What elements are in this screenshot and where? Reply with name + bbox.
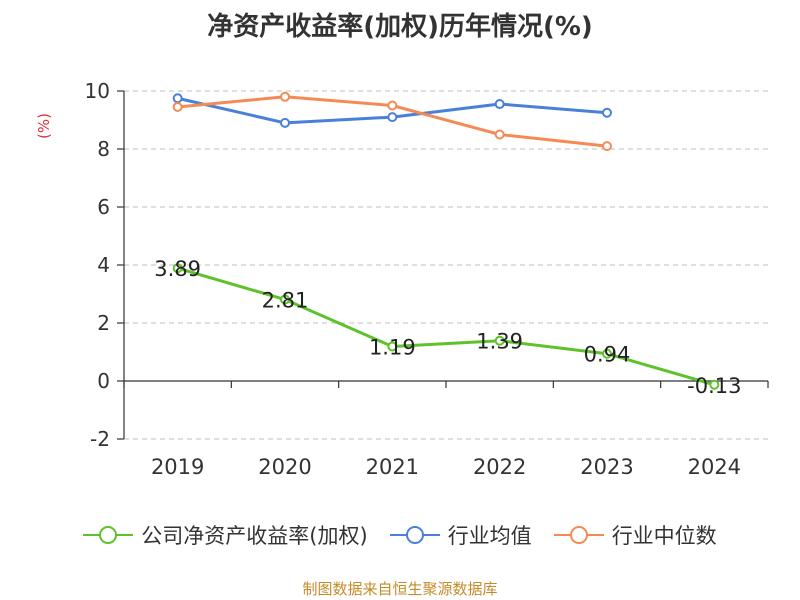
data-source-note: 制图数据来自恒生聚源数据库 — [302, 580, 498, 598]
legend-item: 公司净资产收益率(加权) — [83, 520, 368, 550]
series-line — [177, 266, 715, 387]
data-point — [709, 379, 720, 390]
y-tick-label: 10 — [85, 79, 110, 103]
data-label: 1.39 — [476, 330, 523, 354]
data-point — [494, 335, 505, 346]
data-point — [280, 117, 290, 128]
data-point — [602, 141, 612, 152]
x-tick-label: 2021 — [366, 455, 419, 479]
line-chart: -2 0 2 4 6 8 10 2019 2020 2021 2022 2023 2024 3.89 2.8… — [85, 79, 769, 479]
legend-label: 行业中位数 — [611, 524, 717, 548]
data-label: -0.13 — [687, 374, 741, 398]
data-point — [387, 341, 398, 352]
y-tick-label: 6 — [97, 195, 110, 219]
data-point — [172, 93, 183, 104]
y-tick-label: -2 — [90, 427, 110, 451]
data-point — [280, 294, 290, 305]
y-tick-label: 2 — [97, 311, 110, 335]
x-tick-label: 2024 — [688, 455, 741, 479]
chart-title: 净资产收益率(加权)历年情况(%) — [207, 12, 593, 42]
data-point — [494, 129, 505, 140]
data-label: 0.94 — [584, 343, 631, 367]
data-point — [280, 91, 290, 102]
data-point — [387, 100, 398, 111]
data-point — [494, 99, 505, 110]
data-label: 1.19 — [369, 335, 416, 359]
x-tick-label: 2023 — [580, 455, 633, 479]
data-point — [387, 112, 398, 123]
legend-item: 行业中位数 — [553, 520, 717, 550]
x-tick-label: 2019 — [151, 455, 204, 479]
y-tick-label: 0 — [97, 369, 110, 393]
y-tick-label: 8 — [97, 137, 110, 161]
x-tick-label: 2020 — [258, 455, 311, 479]
data-point — [172, 263, 183, 274]
legend-line-icon — [389, 523, 440, 547]
data-point — [602, 348, 612, 359]
legend-label: 行业均值 — [447, 524, 532, 548]
y-tick-label: 4 — [97, 253, 110, 277]
data-label: 2.81 — [262, 289, 309, 313]
legend-line-icon — [83, 523, 134, 547]
legend-line-icon — [553, 523, 604, 547]
chart-legend: 公司净资产收益率(加权) 行业均值 行业中位数 — [0, 520, 800, 550]
data-label: 3.89 — [154, 257, 201, 281]
legend-item: 行业均值 — [389, 520, 532, 550]
legend-label: 公司净资产收益率(加权) — [141, 524, 368, 548]
x-tick-label: 2022 — [473, 455, 526, 479]
data-point — [172, 101, 183, 112]
data-point — [602, 107, 612, 118]
